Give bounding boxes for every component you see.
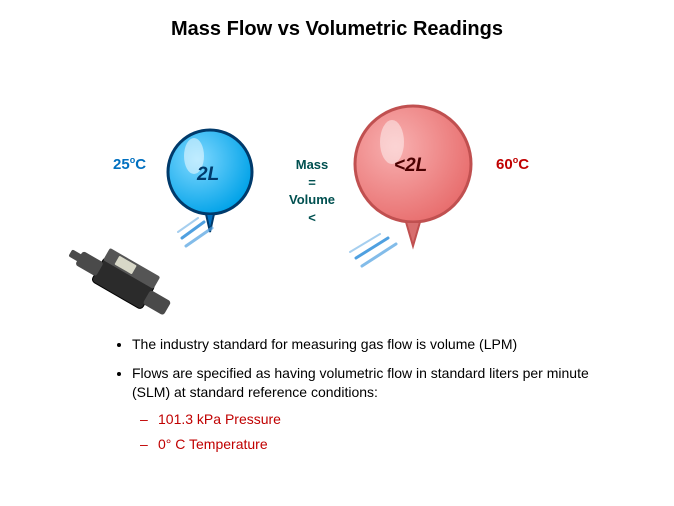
left-temp-unit: C xyxy=(135,156,146,173)
right-balloon-label: <2L xyxy=(394,155,427,177)
right-balloon-knot xyxy=(406,222,420,246)
right-temp-unit: C xyxy=(518,156,529,173)
diagram-region: 25oC 60oC 2L <2L Mass = Volume < xyxy=(0,0,674,320)
right-temp-label: 60oC xyxy=(496,155,529,173)
center-line2: = xyxy=(289,174,335,192)
bullet-2: Flows are specified as having volumetric… xyxy=(132,364,590,454)
airflow-right xyxy=(350,234,396,266)
sub-bullet-list: 101.3 kPa Pressure 0° C Temperature xyxy=(132,410,590,454)
bullet-list: The industry standard for measuring gas … xyxy=(110,335,590,463)
flow-sensor-icon xyxy=(63,232,179,320)
center-line3: Volume xyxy=(289,191,335,209)
diagram-svg xyxy=(0,0,674,320)
bullet-1: The industry standard for measuring gas … xyxy=(132,335,590,354)
center-comparison: Mass = Volume < xyxy=(289,156,335,226)
sub-bullet-2: 0° C Temperature xyxy=(158,435,590,454)
sub-bullet-1: 101.3 kPa Pressure xyxy=(158,410,590,429)
left-temp-label: 25oC xyxy=(113,155,146,173)
left-temp-value: 25 xyxy=(113,156,130,173)
right-temp-value: 60 xyxy=(496,156,513,173)
center-line4: < xyxy=(289,209,335,227)
bullet-2-text: Flows are specified as having volumetric… xyxy=(132,365,589,400)
left-balloon-label: 2L xyxy=(197,164,219,186)
center-line1: Mass xyxy=(289,156,335,174)
